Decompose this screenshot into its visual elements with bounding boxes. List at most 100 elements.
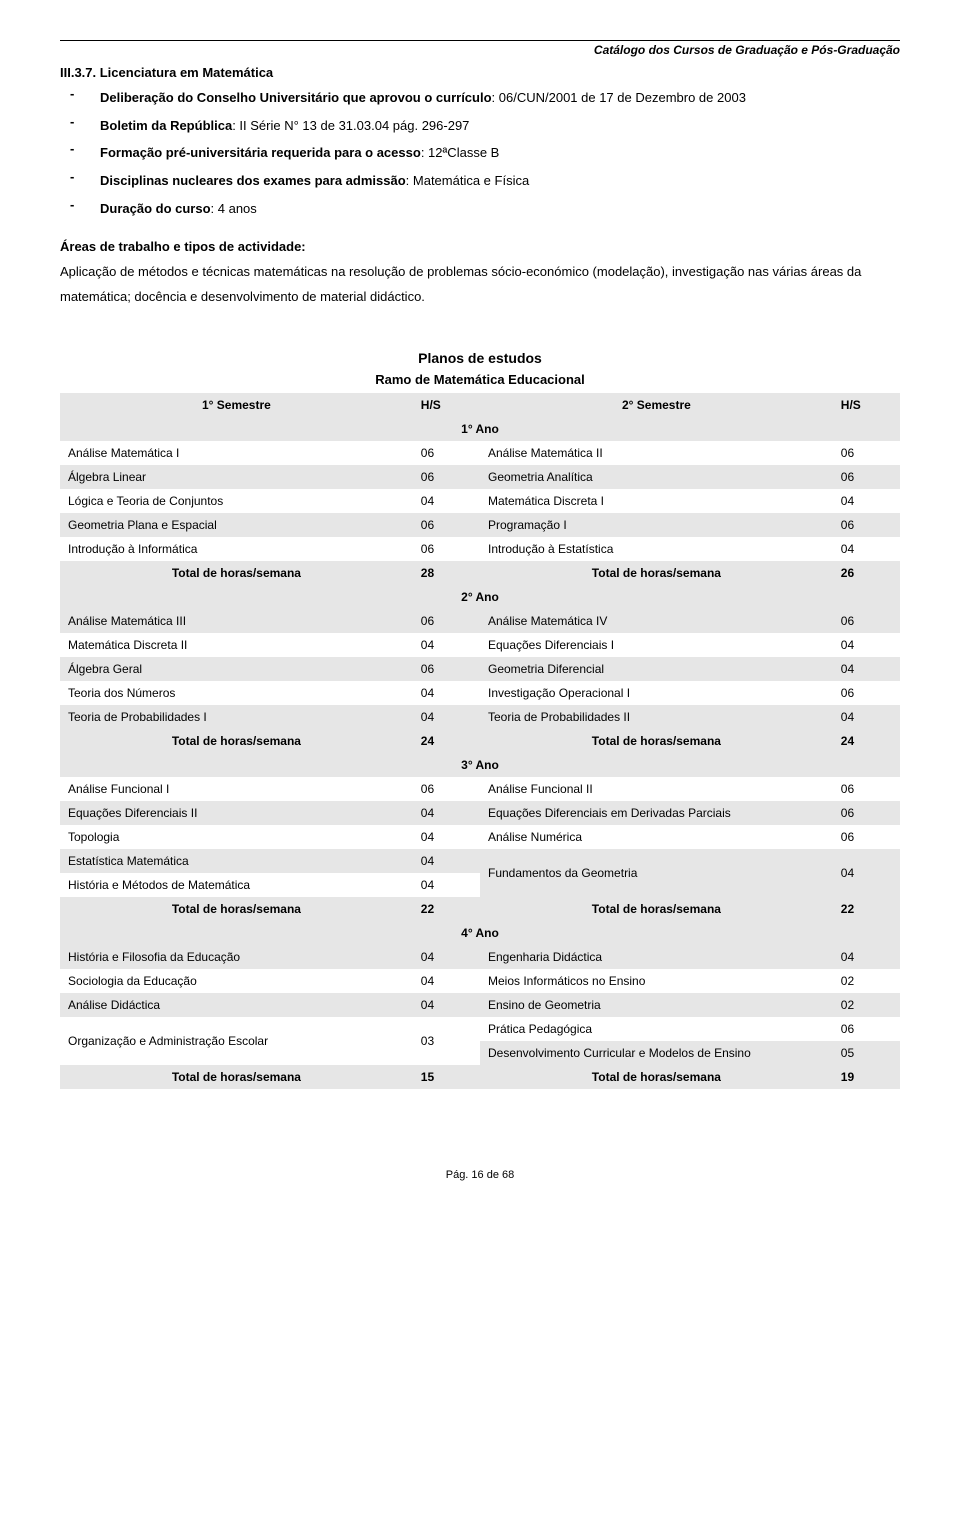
bullet-text: Disciplinas nucleares dos exames para ad…	[100, 169, 900, 194]
bullet-dash: -	[60, 169, 100, 184]
course-left: Teoria de Probabilidades I	[60, 705, 413, 729]
course-left: Teoria dos Números	[60, 681, 413, 705]
areas-body: Aplicação de métodos e técnicas matemáti…	[60, 260, 900, 309]
course-right: Engenharia Didáctica	[480, 945, 833, 969]
course-left: Lógica e Teoria de Conjuntos	[60, 489, 413, 513]
hours-left: 04	[413, 633, 480, 657]
hours-left: 04	[413, 681, 480, 705]
total-hours-right: 26	[833, 561, 900, 585]
col-header-hs: H/S	[413, 393, 480, 417]
bullet-label: Disciplinas nucleares dos exames para ad…	[100, 173, 406, 188]
bullet-value: : 4 anos	[211, 201, 257, 216]
bullet-text: Formação pré-universitária requerida par…	[100, 141, 900, 166]
hours-left: 04	[413, 705, 480, 729]
total-label-right: Total de horas/semana	[480, 729, 833, 753]
course-right: Investigação Operacional I	[480, 681, 833, 705]
total-label-left: Total de horas/semana	[60, 729, 413, 753]
course-right: Análise Matemática II	[480, 441, 833, 465]
hours-left: 04	[413, 801, 480, 825]
course-right: Geometria Analítica	[480, 465, 833, 489]
course-left: Álgebra Linear	[60, 465, 413, 489]
hours-right: 02	[833, 969, 900, 993]
course-left: Topologia	[60, 825, 413, 849]
hours-left: 03	[413, 1017, 480, 1065]
course-right: Introdução à Estatística	[480, 537, 833, 561]
plan-title: Planos de estudos	[60, 350, 900, 366]
hours-right: 06	[833, 801, 900, 825]
bullet-value: : 06/CUN/2001 de 17 de Dezembro de 2003	[492, 90, 746, 105]
col-header-sem1: 1° Semestre	[60, 393, 413, 417]
col-header-hs2: H/S	[833, 393, 900, 417]
plan-subtitle: Ramo de Matemática Educacional	[60, 372, 900, 387]
hours-left: 04	[413, 489, 480, 513]
course-right: Análise Numérica	[480, 825, 833, 849]
info-bullet-row: -Disciplinas nucleares dos exames para a…	[60, 169, 900, 194]
total-label-right: Total de horas/semana	[480, 561, 833, 585]
course-right: Desenvolvimento Curricular e Modelos de …	[480, 1041, 833, 1065]
hours-left: 06	[413, 465, 480, 489]
hours-left: 06	[413, 441, 480, 465]
areas-title: Áreas de trabalho e tipos de actividade:	[60, 239, 900, 254]
total-label-right: Total de horas/semana	[480, 1065, 833, 1089]
total-hours-left: 24	[413, 729, 480, 753]
total-hours-left: 22	[413, 897, 480, 921]
bullet-dash: -	[60, 114, 100, 129]
hours-right: 04	[833, 705, 900, 729]
course-right: Análise Matemática IV	[480, 609, 833, 633]
bullet-label: Formação pré-universitária requerida par…	[100, 145, 421, 160]
hours-right: 06	[833, 1017, 900, 1041]
hours-right: 02	[833, 993, 900, 1017]
course-left: Análise Didáctica	[60, 993, 413, 1017]
hours-right: 06	[833, 465, 900, 489]
hours-right: 06	[833, 609, 900, 633]
total-label-right: Total de horas/semana	[480, 897, 833, 921]
hours-left: 04	[413, 945, 480, 969]
hours-right: 06	[833, 777, 900, 801]
hours-right: 04	[833, 657, 900, 681]
info-bullet-row: -Formação pré-universitária requerida pa…	[60, 141, 900, 166]
course-right: Equações Diferenciais em Derivadas Parci…	[480, 801, 833, 825]
bullet-label: Duração do curso	[100, 201, 211, 216]
course-left: História e Métodos de Matemática	[60, 873, 413, 897]
year-label: 2° Ano	[60, 585, 900, 609]
hours-left: 04	[413, 849, 480, 873]
info-bullet-row: -Duração do curso: 4 anos	[60, 197, 900, 222]
course-left: Análise Funcional I	[60, 777, 413, 801]
bullet-dash: -	[60, 197, 100, 212]
col-header-sem2: 2° Semestre	[480, 393, 833, 417]
bullet-dash: -	[60, 141, 100, 156]
hours-left: 06	[413, 513, 480, 537]
course-left: Análise Matemática III	[60, 609, 413, 633]
course-left: Sociologia da Educação	[60, 969, 413, 993]
bullet-dash: -	[60, 86, 100, 101]
hours-right: 04	[833, 849, 900, 897]
hours-left: 04	[413, 993, 480, 1017]
course-right: Fundamentos da Geometria	[480, 849, 833, 897]
total-hours-right: 22	[833, 897, 900, 921]
year-label: 3° Ano	[60, 753, 900, 777]
total-label-left: Total de horas/semana	[60, 1065, 413, 1089]
course-left: Análise Matemática I	[60, 441, 413, 465]
hours-right: 06	[833, 513, 900, 537]
hours-left: 04	[413, 825, 480, 849]
bullet-text: Boletim da República: II Série N° 13 de …	[100, 114, 900, 139]
course-left: História e Filosofia da Educação	[60, 945, 413, 969]
hours-right: 04	[833, 537, 900, 561]
year-label: 4° Ano	[60, 921, 900, 945]
total-label-left: Total de horas/semana	[60, 897, 413, 921]
course-right: Geometria Diferencial	[480, 657, 833, 681]
hours-left: 04	[413, 969, 480, 993]
course-right: Teoria de Probabilidades II	[480, 705, 833, 729]
total-label-left: Total de horas/semana	[60, 561, 413, 585]
course-left: Organização e Administração Escolar	[60, 1017, 413, 1065]
bullet-text: Duração do curso: 4 anos	[100, 197, 900, 222]
bullet-value: : Matemática e Física	[406, 173, 530, 188]
course-left: Introdução à Informática	[60, 537, 413, 561]
course-right: Prática Pedagógica	[480, 1017, 833, 1041]
course-right: Análise Funcional II	[480, 777, 833, 801]
hours-right: 06	[833, 681, 900, 705]
course-left: Álgebra Geral	[60, 657, 413, 681]
hours-right: 04	[833, 945, 900, 969]
info-bullet-row: -Deliberação do Conselho Universitário q…	[60, 86, 900, 111]
info-bullet-row: -Boletim da República: II Série N° 13 de…	[60, 114, 900, 139]
